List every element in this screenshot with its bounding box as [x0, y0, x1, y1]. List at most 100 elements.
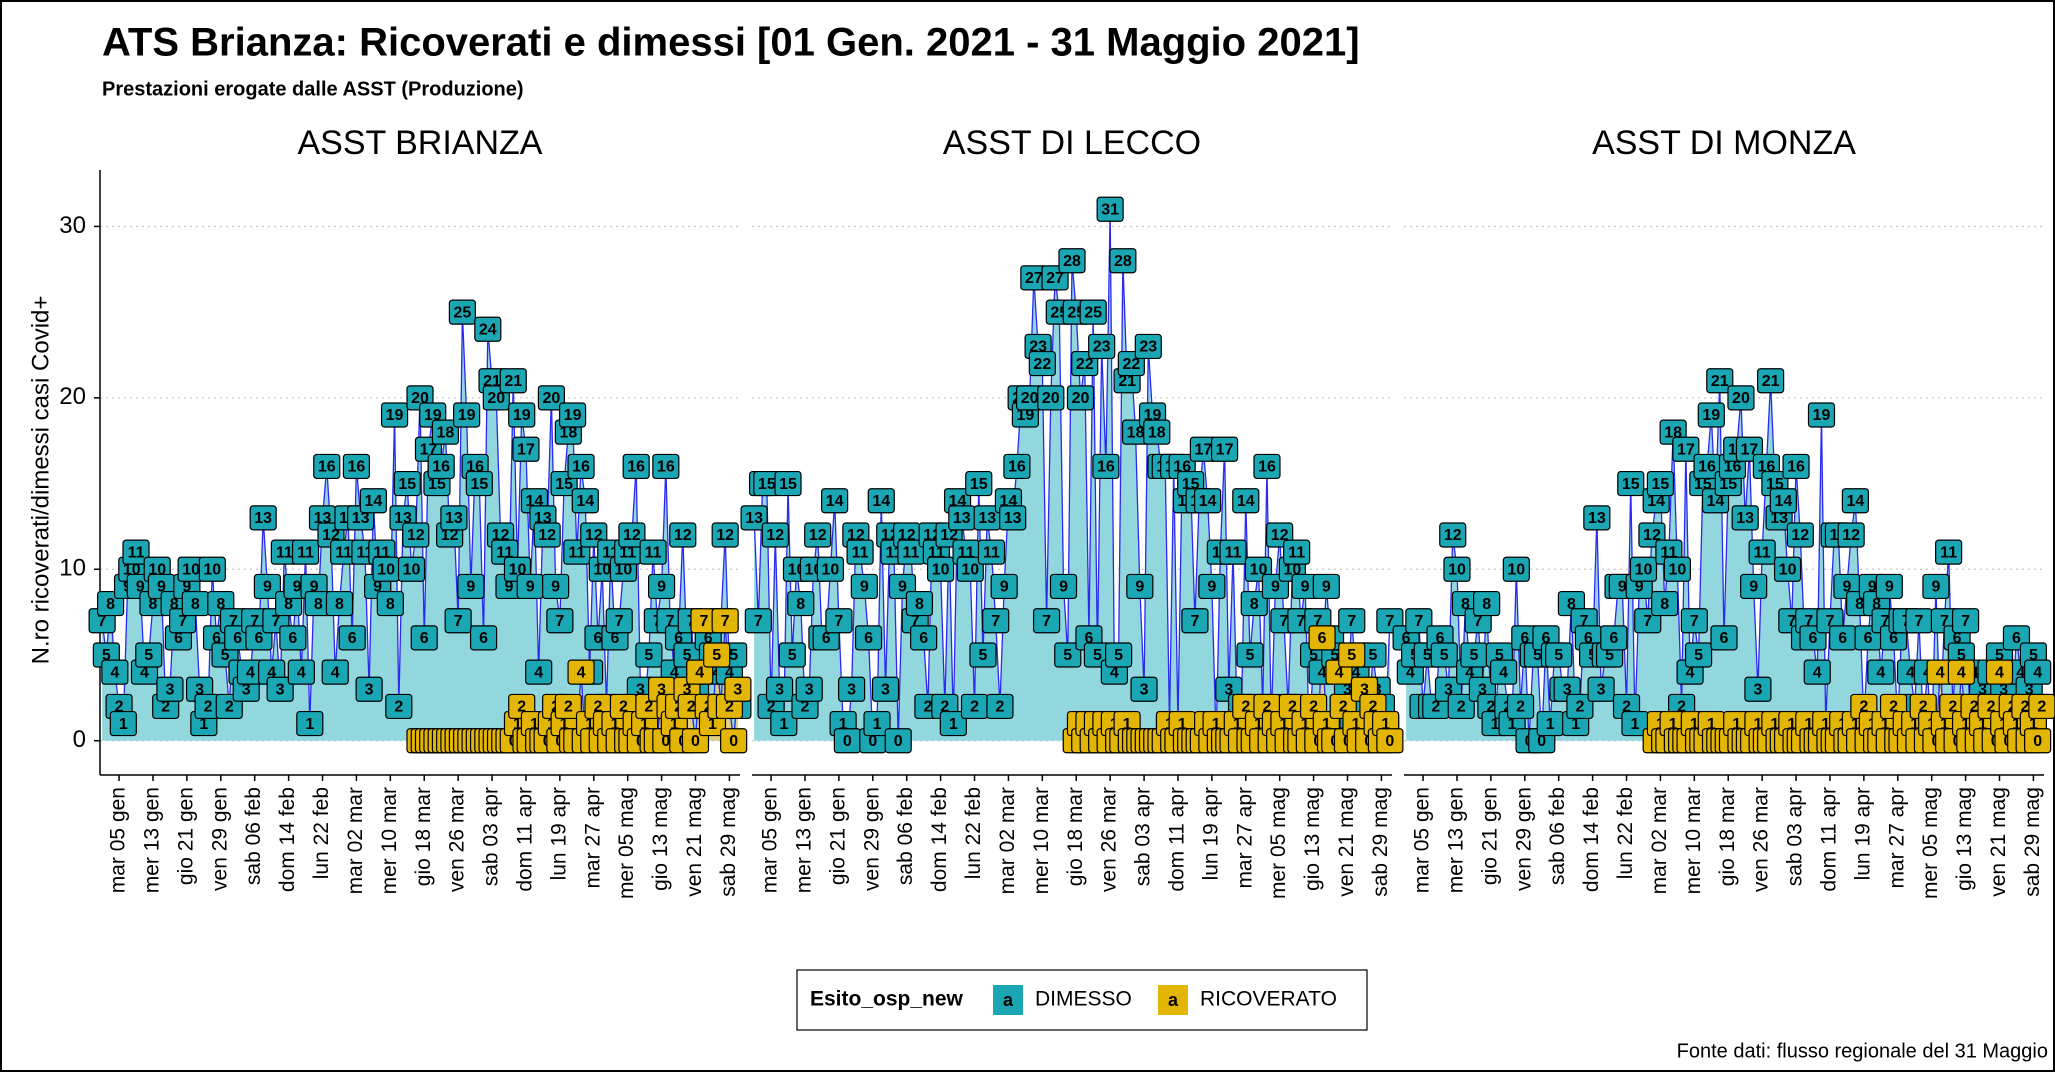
- data-label-box: [1727, 385, 1755, 411]
- data-label: 5: [1246, 647, 1255, 664]
- data-label-box: [567, 453, 595, 480]
- source-note: Fonte dati: flusso regionale del 31 Magg…: [1677, 1040, 2048, 1062]
- data-label: 5: [979, 647, 988, 664]
- x-tick-label: sab 29 mag: [717, 787, 740, 897]
- data-label-box: [440, 505, 468, 531]
- data-label: 8: [335, 596, 344, 613]
- data-label-box: [939, 710, 967, 737]
- data-label: 21: [504, 373, 522, 390]
- data-label: 6: [594, 630, 603, 647]
- x-tick-label: ven 29 gen: [1512, 787, 1535, 891]
- data-label: 14: [1647, 493, 1665, 510]
- data-label: 9: [1931, 579, 1940, 596]
- x-tick-label: dom 14 feb: [928, 787, 951, 892]
- data-label: 5: [729, 647, 738, 664]
- data-label: 1: [1851, 716, 1860, 733]
- data-label-box: [795, 676, 823, 702]
- data-label: 4: [725, 664, 734, 681]
- data-label: 1: [1978, 716, 1987, 733]
- data-label-box: [1232, 488, 1260, 514]
- data-label-box: [469, 625, 498, 651]
- data-label: 24: [479, 322, 497, 339]
- data-label: 8: [106, 596, 115, 613]
- x-tick-label: mar 02 mar: [344, 787, 367, 894]
- x-tick-label: gio 18 mar: [412, 787, 435, 886]
- data-label-box: [854, 625, 883, 651]
- data-label: 14: [826, 493, 844, 510]
- data-label-box: [1706, 368, 1734, 394]
- x-tick-label: mar 02 mar: [1648, 787, 1671, 894]
- data-label: 2: [970, 699, 979, 716]
- data-label-box: [910, 625, 938, 651]
- data-label-box: [1803, 659, 1831, 685]
- data-label: 2: [1288, 699, 1297, 716]
- data-label: 1: [513, 716, 522, 733]
- data-label: 4: [1906, 664, 1915, 681]
- data-label: 8: [149, 596, 158, 613]
- data-label: 14: [1707, 493, 1725, 510]
- data-label: 0: [661, 733, 670, 750]
- data-label-box: [1439, 522, 1467, 548]
- data-label: 15: [398, 476, 416, 493]
- x-tick-label: mar 27 apr: [1885, 787, 1908, 889]
- x-tick-label: lun 19 apr: [1199, 787, 1222, 880]
- data-label: 5: [1368, 647, 1377, 664]
- data-label-box: [1308, 625, 1336, 651]
- data-label: 7: [555, 613, 564, 630]
- data-label-box: [1502, 556, 1530, 582]
- data-label: 2: [225, 699, 234, 716]
- data-label: 6: [864, 630, 873, 647]
- data-label: 7: [1826, 613, 1835, 630]
- data-label: 1: [670, 716, 679, 733]
- data-label: 9: [1301, 579, 1310, 596]
- data-label-box: [639, 539, 667, 565]
- data-label: 11: [619, 544, 636, 561]
- x-tick-label: mer 13 gen: [793, 787, 816, 893]
- data-label: 14: [1846, 493, 1864, 510]
- data-label: 18: [559, 424, 577, 441]
- data-label-box: [774, 470, 802, 497]
- data-label-box: [198, 556, 226, 582]
- data-label: 16: [318, 459, 336, 476]
- data-label-box: [1587, 676, 1615, 702]
- data-label: 11: [645, 544, 662, 561]
- data-label-box: [669, 522, 697, 548]
- data-label: 15: [1622, 476, 1640, 493]
- data-label-box: [977, 539, 1006, 565]
- data-label-box: [765, 676, 794, 702]
- data-label-box: [101, 659, 129, 685]
- data-label-box: [1430, 642, 1458, 668]
- data-label: 22: [1122, 356, 1140, 373]
- x-tick-label: sab 03 apr: [1132, 787, 1155, 886]
- data-label: 5: [1694, 647, 1703, 664]
- data-label: 3: [1597, 682, 1606, 699]
- data-label-box: [1134, 333, 1162, 360]
- data-label-box: [1740, 573, 1768, 600]
- data-label: 16: [1787, 459, 1805, 476]
- data-label: 14: [1774, 493, 1792, 510]
- data-label: 11: [1940, 544, 1957, 561]
- data-label: 6: [822, 630, 831, 647]
- data-label-box: [1566, 693, 1594, 720]
- data-label: 19: [1016, 407, 1034, 424]
- x-tick-label: lun 22 feb: [310, 787, 333, 879]
- legend-key-glyph: a: [1003, 990, 1014, 1010]
- data-label: 4: [1813, 664, 1822, 681]
- data-label-box: [1198, 573, 1226, 600]
- data-label: 6: [704, 630, 713, 647]
- data-label: 0: [843, 733, 852, 750]
- data-label: 10: [1507, 562, 1525, 579]
- data-label: 25: [1084, 304, 1102, 321]
- data-label: 9: [526, 579, 535, 596]
- facet-title: ASST DI LECCO: [943, 124, 1201, 162]
- data-label: 21: [1118, 373, 1136, 390]
- data-label-box: [1058, 248, 1086, 274]
- data-label-box: [927, 556, 955, 582]
- data-label: 12: [1444, 527, 1462, 544]
- data-label: 10: [1448, 562, 1466, 579]
- data-label: 6: [1436, 630, 1445, 647]
- data-label-box: [1473, 590, 1501, 617]
- legend-key: [1158, 985, 1188, 1015]
- data-label: 4: [534, 664, 543, 681]
